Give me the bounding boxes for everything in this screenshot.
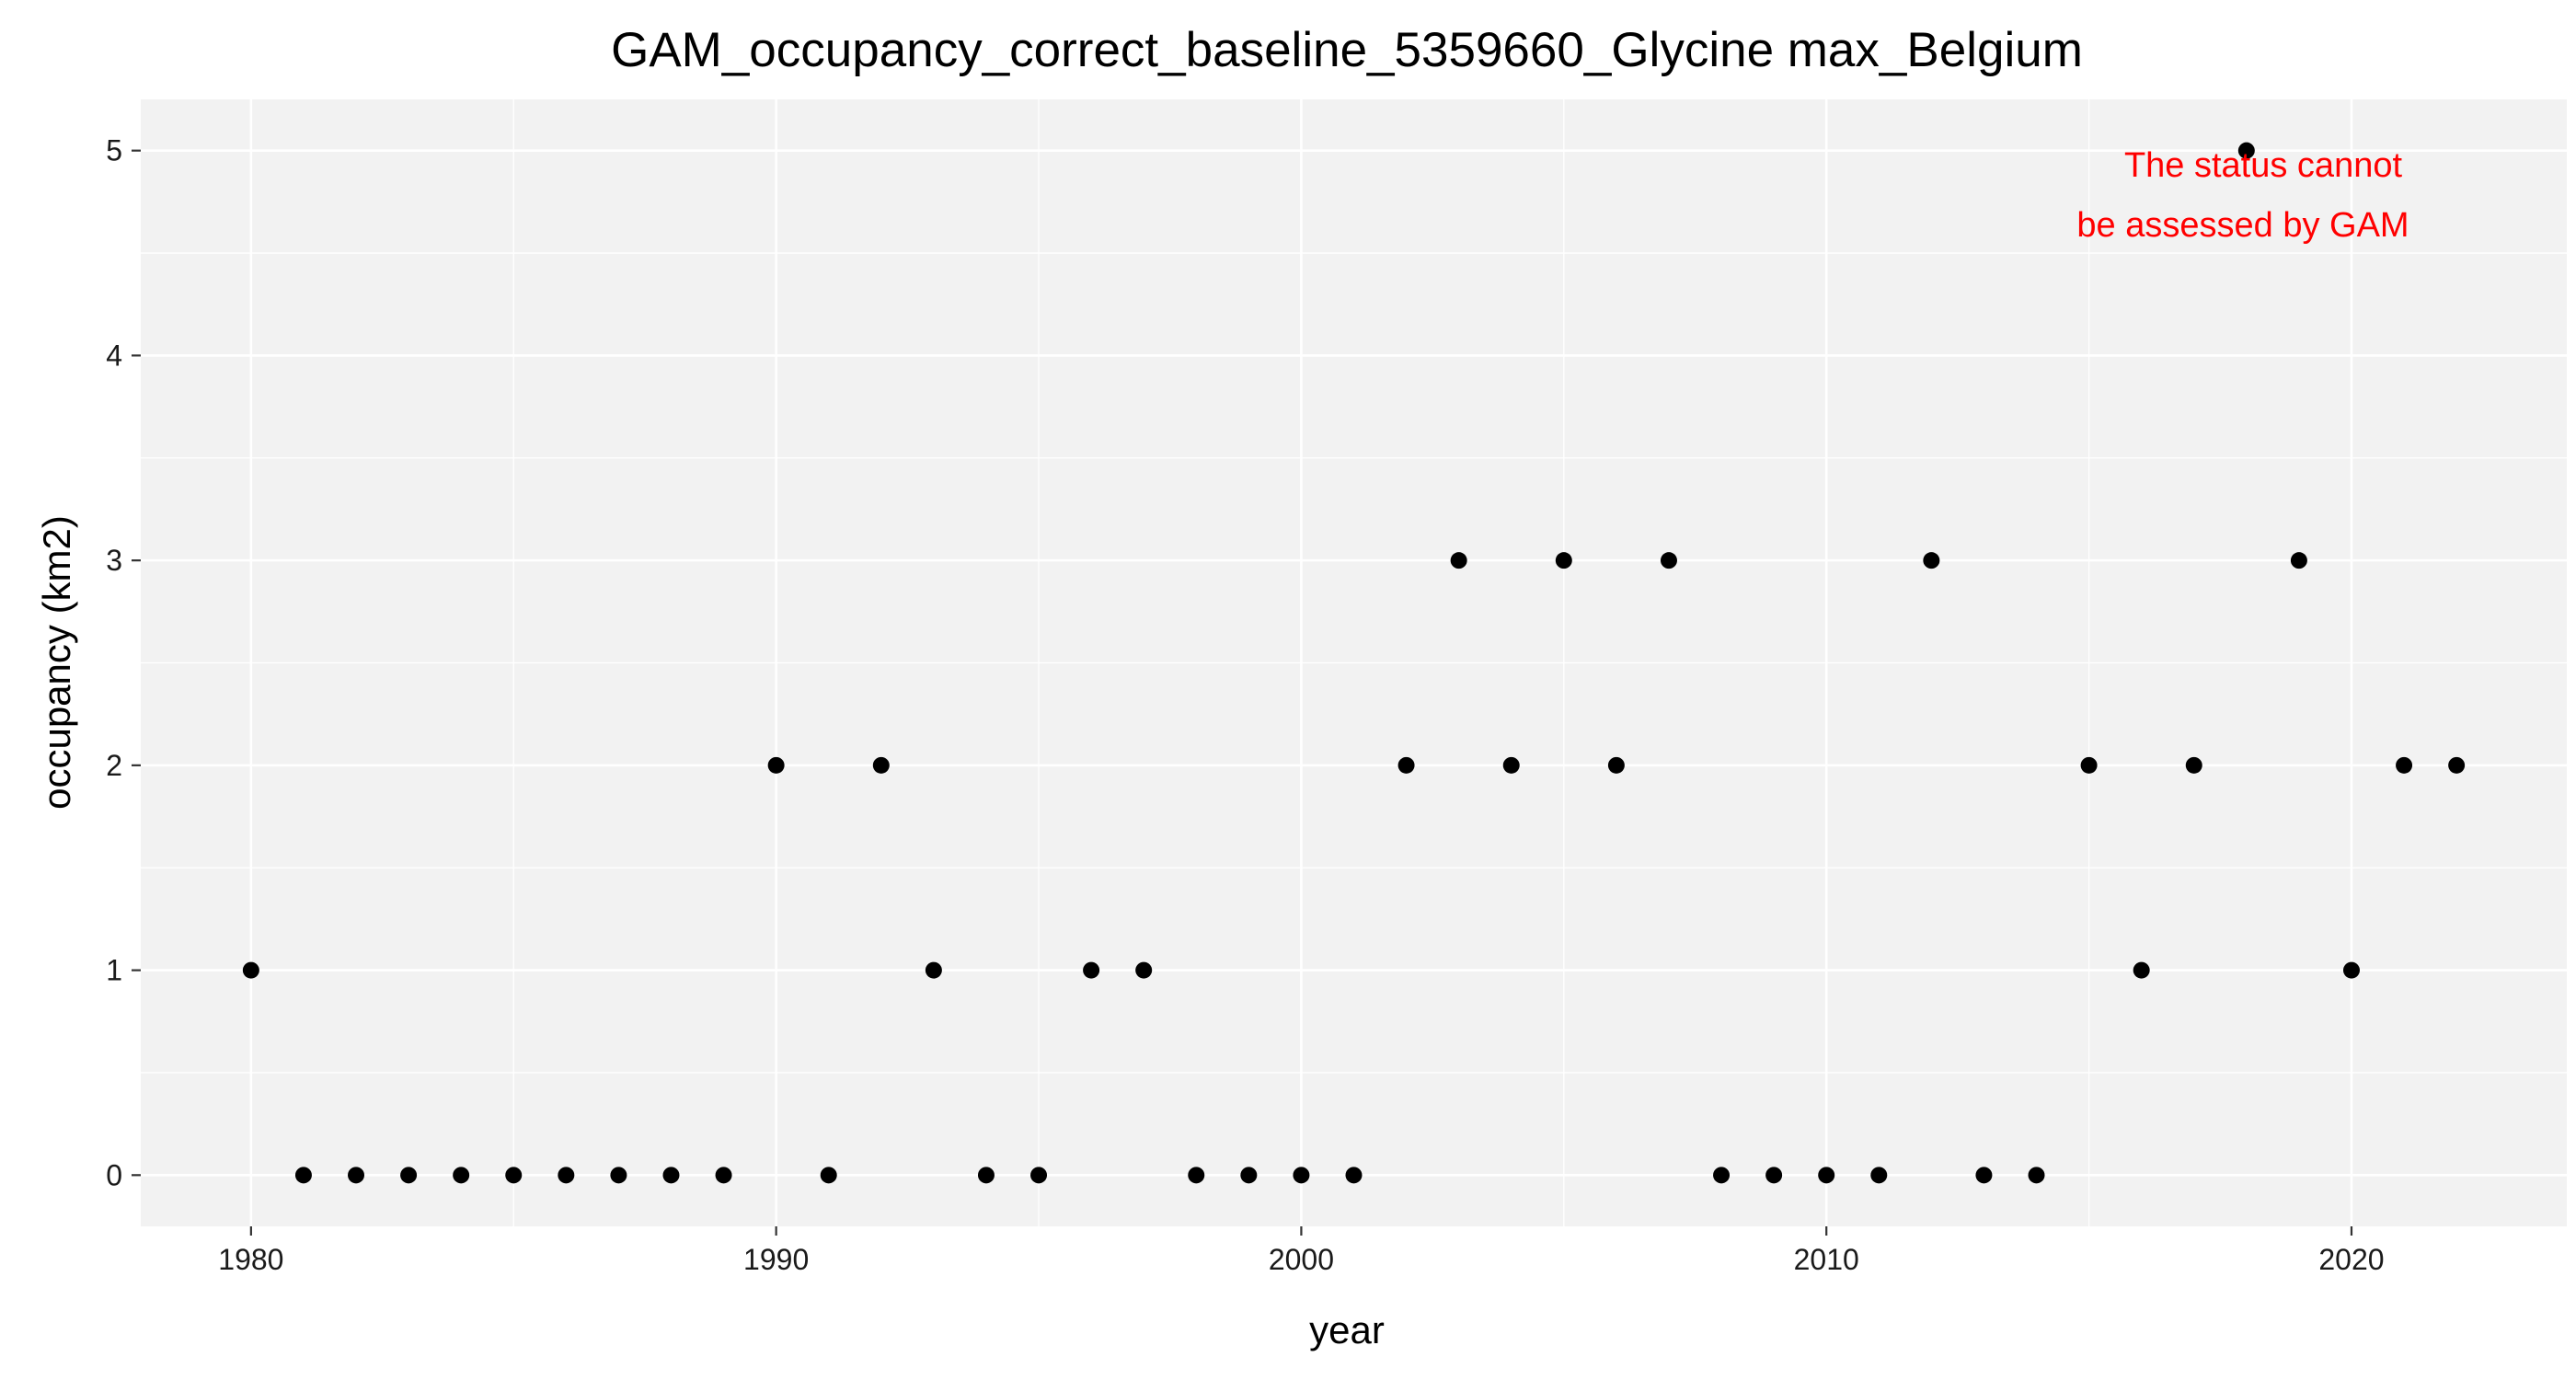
x-tick-label: 2020 — [2318, 1243, 2384, 1276]
annotation-line-1: The status cannot — [2124, 146, 2403, 185]
data-point — [2185, 756, 2202, 774]
data-point — [1502, 756, 1520, 774]
data-point — [1135, 961, 1153, 979]
data-point — [1765, 1167, 1783, 1184]
y-tick-label: 5 — [106, 134, 122, 167]
data-point — [715, 1167, 732, 1184]
y-axis-label: occupancy (km2) — [35, 515, 78, 810]
data-point — [1713, 1167, 1731, 1184]
data-point — [242, 961, 259, 979]
data-point — [1293, 1167, 1310, 1184]
data-point — [1923, 552, 1940, 569]
data-point — [2237, 142, 2255, 159]
data-point — [505, 1167, 523, 1184]
annotation-line-2: be assessed by GAM — [2076, 206, 2409, 245]
data-point — [977, 1167, 995, 1184]
x-tick-label: 2000 — [1269, 1243, 1334, 1276]
data-point — [1975, 1167, 1993, 1184]
data-point — [925, 961, 942, 979]
data-point — [2342, 961, 2360, 979]
data-point — [872, 756, 890, 774]
data-point — [294, 1167, 312, 1184]
y-tick-label: 4 — [106, 339, 122, 372]
data-point — [1240, 1167, 1258, 1184]
data-point — [662, 1167, 680, 1184]
data-point — [820, 1167, 837, 1184]
data-point — [2448, 756, 2466, 774]
data-point — [610, 1167, 627, 1184]
data-point — [1188, 1167, 1205, 1184]
data-point — [1818, 1167, 1835, 1184]
data-point — [1607, 756, 1625, 774]
data-point — [558, 1167, 575, 1184]
data-point — [2133, 961, 2150, 979]
data-point — [767, 756, 785, 774]
data-point — [1345, 1167, 1363, 1184]
data-point — [2396, 756, 2413, 774]
data-point — [1450, 552, 1467, 569]
x-tick-label: 1990 — [743, 1243, 809, 1276]
y-tick-label: 0 — [106, 1158, 122, 1191]
y-tick-label: 3 — [106, 544, 122, 577]
annotation: The status cannot be assessed by GAM — [2076, 146, 2409, 245]
data-point — [1660, 552, 1677, 569]
y-tick-label: 1 — [106, 954, 122, 987]
data-point — [1030, 1167, 1048, 1184]
data-points — [242, 142, 2466, 1184]
data-point — [1397, 756, 1415, 774]
data-point — [1555, 552, 1572, 569]
data-point — [2028, 1167, 2045, 1184]
data-point — [348, 1167, 365, 1184]
data-point — [2290, 552, 2307, 569]
data-point — [2080, 756, 2098, 774]
data-point — [400, 1167, 418, 1184]
x-tick-label: 1980 — [218, 1243, 283, 1276]
data-point — [453, 1167, 470, 1184]
chart-title: GAM_occupancy_correct_baseline_5359660_G… — [611, 23, 2083, 77]
data-point — [1870, 1167, 1888, 1184]
x-tick-label: 2010 — [1794, 1243, 1859, 1276]
y-tick-label: 2 — [106, 749, 122, 782]
data-point — [1083, 961, 1100, 979]
axes: 1980 1990 2000 2010 2020 0 1 2 3 4 5 — [106, 134, 2384, 1276]
x-axis-label: year — [1309, 1308, 1385, 1351]
